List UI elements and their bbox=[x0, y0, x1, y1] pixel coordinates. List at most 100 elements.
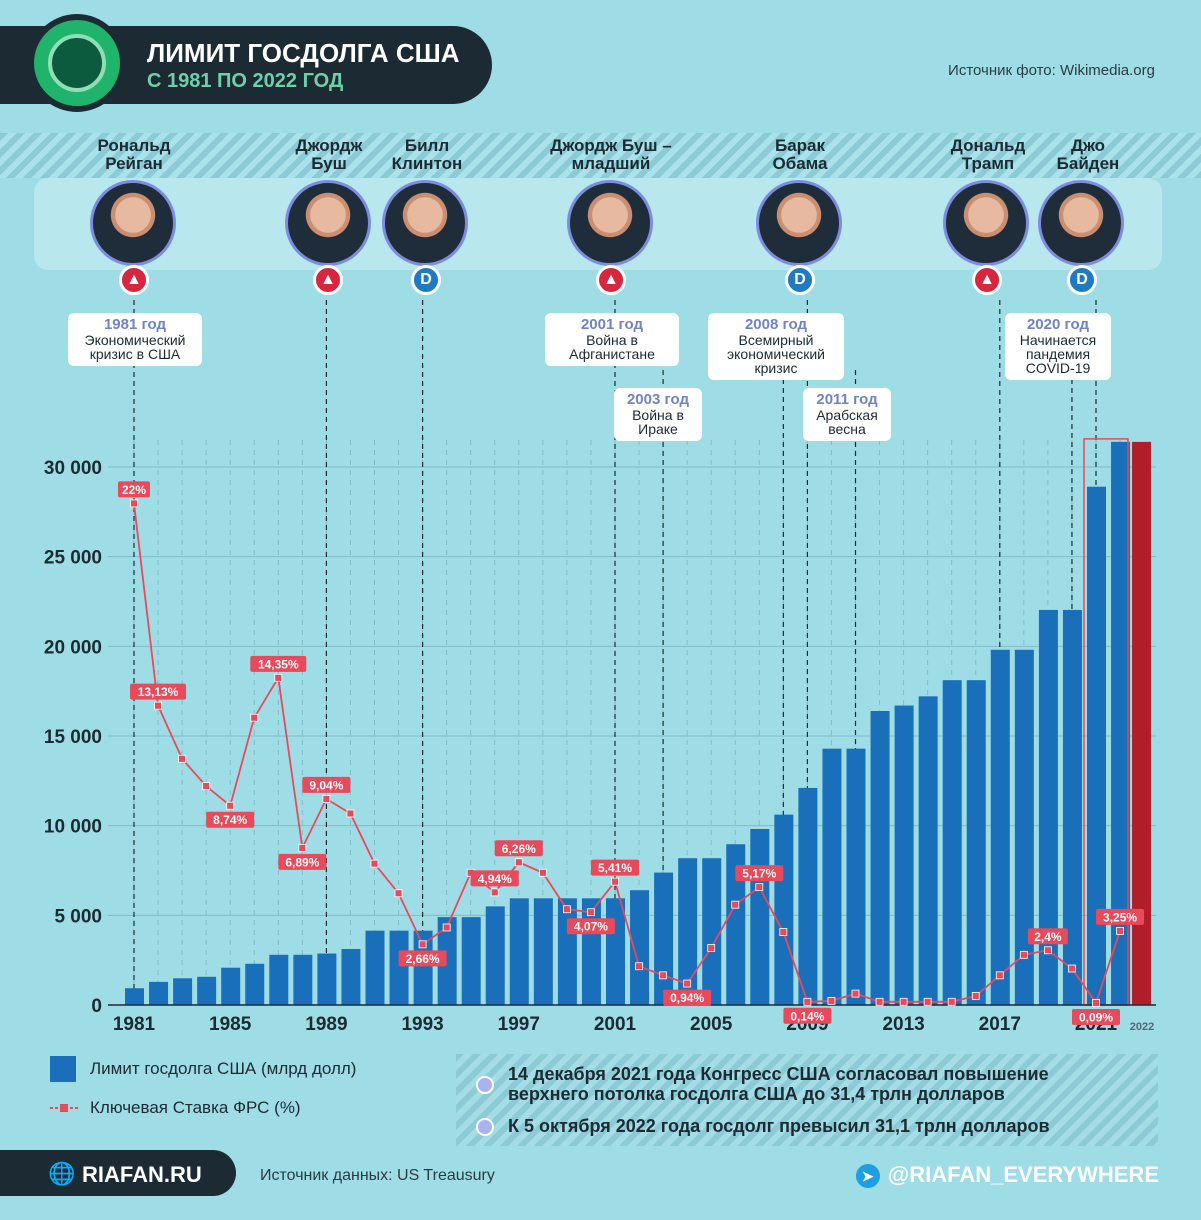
rate-point bbox=[226, 801, 235, 810]
portrait-clinton bbox=[382, 180, 468, 266]
rate-point bbox=[611, 877, 619, 886]
bar bbox=[197, 976, 217, 1005]
bar bbox=[870, 711, 890, 1005]
site-link[interactable]: RIAFAN.RU bbox=[82, 1162, 202, 1187]
president-name-biden: Джо Байден bbox=[1056, 136, 1120, 173]
bar bbox=[245, 963, 265, 1005]
rate-label-bg bbox=[250, 655, 307, 672]
note-1: 14 декабря 2021 года Конгресс США соглас… bbox=[508, 1064, 1049, 1104]
portrait-biden bbox=[1038, 180, 1124, 266]
rate-label: 0,14% bbox=[790, 1009, 824, 1023]
bar bbox=[918, 696, 938, 1005]
footer-site[interactable]: 🌐 RIAFAN.RU bbox=[0, 1150, 236, 1196]
y-tick-label: 10 000 bbox=[44, 817, 102, 838]
rate-point bbox=[779, 928, 788, 936]
bar bbox=[293, 954, 313, 1005]
republican-elephant-icon: ▲ bbox=[596, 265, 626, 295]
rate-label: 22% bbox=[122, 483, 146, 497]
rate-point bbox=[851, 989, 860, 998]
rate-point bbox=[683, 979, 692, 988]
rate-label: 0,09% bbox=[1079, 1010, 1113, 1024]
x-tick-label: 2017 bbox=[979, 1014, 1021, 1035]
president-name-bush: Джордж Буш bbox=[295, 136, 363, 173]
bar bbox=[630, 890, 650, 1005]
rate-point bbox=[827, 996, 836, 1005]
rate-point bbox=[346, 809, 355, 818]
telegram-icon: ➤ bbox=[855, 1164, 880, 1189]
rate-point bbox=[442, 923, 451, 932]
bar bbox=[1087, 486, 1106, 1005]
rate-label: 6,89% bbox=[285, 855, 319, 869]
bar bbox=[221, 967, 241, 1005]
rate-line bbox=[133, 503, 1121, 1005]
bar bbox=[798, 787, 818, 1005]
bar bbox=[654, 872, 674, 1005]
rate-label: 5,41% bbox=[598, 861, 632, 875]
rate-label-bg bbox=[494, 840, 543, 857]
rate-label: 0,94% bbox=[670, 991, 704, 1005]
y-tick-label: 5 000 bbox=[54, 906, 102, 927]
rate-point bbox=[394, 889, 403, 898]
bar bbox=[846, 748, 866, 1005]
rate-point bbox=[130, 499, 138, 508]
rate-label-bg bbox=[783, 1007, 832, 1024]
rate-point bbox=[202, 782, 211, 791]
event-2020: 2020 год Начинается пандемия COVID-19 bbox=[1005, 313, 1111, 380]
y-tick-label: 0 bbox=[91, 996, 102, 1017]
social-handle[interactable]: ➤ @RIAFAN_EVERYWHERE bbox=[855, 1162, 1159, 1189]
rate-point bbox=[707, 944, 716, 952]
rate-point bbox=[322, 794, 331, 803]
rate-label: 13,13% bbox=[138, 685, 179, 699]
bar bbox=[942, 680, 962, 1005]
rate-point bbox=[755, 883, 764, 892]
rate-label: 8,74% bbox=[213, 813, 247, 827]
notes-box: 14 декабря 2021 года Конгресс США соглас… bbox=[456, 1054, 1158, 1146]
republican-elephant-icon: ▲ bbox=[119, 265, 149, 295]
globe-icon bbox=[28, 14, 126, 112]
x-tick-label: 2013 bbox=[882, 1014, 924, 1035]
rate-point bbox=[250, 713, 259, 722]
rate-label: 14,35% bbox=[258, 657, 299, 671]
bullet-icon bbox=[476, 1076, 494, 1094]
rate-point bbox=[298, 844, 307, 852]
rate-label: 6,26% bbox=[502, 842, 536, 856]
data-source: Источник данных: US Treausury bbox=[260, 1167, 495, 1184]
president-name-bush-jr: Джордж Буш – младший bbox=[550, 136, 672, 173]
bar-2022 bbox=[1132, 441, 1152, 1006]
portrait-bush bbox=[285, 180, 371, 266]
bar bbox=[173, 978, 193, 1005]
rate-point bbox=[178, 754, 187, 763]
x-tick-label: 1985 bbox=[209, 1014, 252, 1035]
rate-point bbox=[659, 971, 667, 980]
globe-icon: 🌐 bbox=[48, 1161, 76, 1186]
rate-label-bg bbox=[1072, 1008, 1120, 1025]
rate-label: 5,17% bbox=[742, 867, 776, 881]
rate-label: 9,04% bbox=[309, 778, 343, 792]
democrat-d-icon: D bbox=[785, 265, 815, 295]
portrait-reagan bbox=[90, 180, 176, 266]
rate-label-bg bbox=[663, 989, 712, 1006]
bar bbox=[341, 948, 361, 1005]
rate-point bbox=[947, 997, 956, 1006]
rate-label-bg bbox=[278, 853, 327, 870]
bar bbox=[750, 828, 770, 1005]
bar bbox=[966, 680, 986, 1005]
bar bbox=[894, 705, 914, 1005]
rate-point bbox=[875, 997, 884, 1006]
x-tick-label: 2005 bbox=[690, 1014, 733, 1035]
legend-bar-swatch bbox=[50, 1056, 76, 1082]
rate-label-bg bbox=[118, 481, 150, 498]
bar bbox=[149, 981, 169, 1005]
democrat-d-icon: D bbox=[411, 265, 441, 295]
note-2: К 5 октября 2022 года госдолг превысил 3… bbox=[508, 1116, 1050, 1136]
bar bbox=[822, 748, 842, 1005]
rate-point bbox=[563, 905, 571, 914]
rate-label: 3,25% bbox=[1103, 910, 1137, 924]
rate-label: 4,07% bbox=[574, 920, 608, 934]
x-tick-label: 2001 bbox=[594, 1014, 637, 1035]
rate-label: 2,66% bbox=[406, 952, 440, 966]
legend-line: Ключевая Ставка ФРС (%) bbox=[50, 1098, 301, 1118]
portrait-obama bbox=[756, 180, 842, 266]
rate-point bbox=[274, 673, 283, 682]
president-name-trump: Дональд Трамп bbox=[950, 136, 1026, 173]
